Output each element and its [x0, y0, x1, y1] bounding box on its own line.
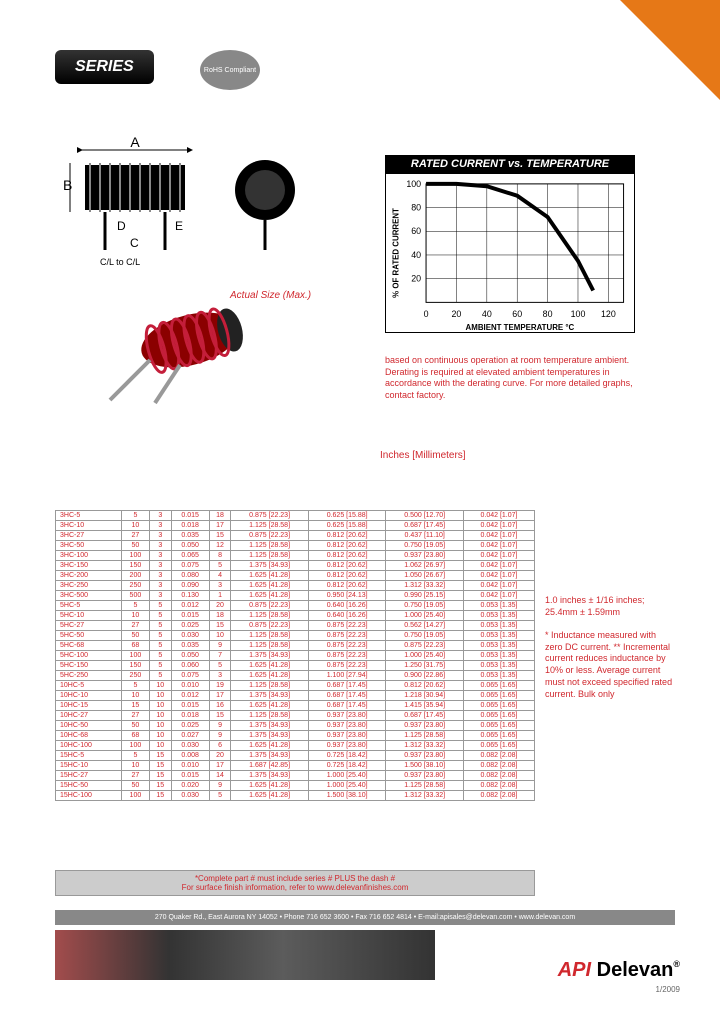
table-row: 15HC-1010150.010171.687 [42.85]0.725 [18… — [56, 761, 535, 771]
table-row: 3HC-5530.015180.875 [22.23]0.625 [15.88]… — [56, 511, 535, 521]
table-row: 5HC-10010050.05071.375 [34.93]0.875 [22.… — [56, 651, 535, 661]
svg-text:20: 20 — [411, 274, 421, 284]
logo-delevan: Delevan — [597, 959, 674, 981]
table-row: 15HC-5050150.02091.625 [41.28]1.000 [25.… — [56, 781, 535, 791]
dimension-drawing: A B D E C C/L to C/L — [55, 135, 335, 275]
svg-text:80: 80 — [411, 203, 421, 213]
table-row: 3HC-10010030.06581.125 [28.58]0.812 [20.… — [56, 551, 535, 561]
contact-bar: 270 Quaker Rd., East Aurora NY 14052 • P… — [55, 910, 675, 925]
table-row: 5HC-686850.03591.125 [28.58]0.875 [22.23… — [56, 641, 535, 651]
corner-decoration — [620, 0, 720, 100]
svg-text:60: 60 — [512, 309, 522, 319]
lead-length-in: 1.0 inches ± 1/16 inches; — [545, 595, 675, 607]
svg-text:B: B — [63, 177, 72, 193]
table-row: 15HC-2727150.015141.375 [34.93]1.000 [25… — [56, 771, 535, 781]
table-row: 10HC-100100100.03061.625 [41.28]0.937 [2… — [56, 741, 535, 751]
footer-notes: *Complete part # must include series # P… — [55, 870, 535, 896]
table-row: 3HC-272730.035150.875 [22.23]0.812 [20.6… — [56, 531, 535, 541]
table-row: 10HC-2727100.018151.125 [28.58]0.937 [23… — [56, 711, 535, 721]
units-label: Inches [Millimeters] — [380, 450, 466, 461]
table-row: 10HC-6868100.02791.375 [34.93]0.937 [23.… — [56, 731, 535, 741]
company-logo: API Delevan® — [558, 959, 680, 982]
table-row: 5HC-505050.030101.125 [28.58]0.875 [22.2… — [56, 631, 535, 641]
series-badge: SERIES — [55, 50, 154, 84]
svg-text:% OF RATED CURRENT: % OF RATED CURRENT — [391, 208, 400, 298]
table-row: 10HC-55100.010191.125 [28.58]0.687 [17.4… — [56, 681, 535, 691]
logo-r: ® — [673, 959, 680, 969]
table-row: 10HC-1010100.012171.375 [34.93]0.687 [17… — [56, 691, 535, 701]
table-row: 3HC-50050030.13011.625 [41.28]0.950 [24.… — [56, 591, 535, 601]
svg-text:0: 0 — [424, 309, 429, 319]
svg-text:40: 40 — [482, 309, 492, 319]
table-row: 3HC-505030.050121.125 [28.58]0.812 [20.6… — [56, 541, 535, 551]
table-row: 5HC-101050.015181.125 [28.58]0.640 [16.2… — [56, 611, 535, 621]
lead-length-mm: 25.4mm ± 1.59mm — [545, 607, 675, 619]
inductance-note: * Inductance measured with zero DC curre… — [545, 630, 675, 700]
table-row: 15HC-100100150.03051.625 [41.28]1.500 [3… — [56, 791, 535, 801]
table-row: 3HC-20020030.08041.625 [41.28]0.812 [20.… — [56, 571, 535, 581]
chart-note: based on continuous operation at room te… — [385, 355, 655, 402]
svg-text:C: C — [130, 236, 139, 250]
table-row: 10HC-5050100.02591.375 [34.93]0.937 [23.… — [56, 721, 535, 731]
rohs-badge: RoHS Compliant — [200, 50, 260, 90]
part-number-note: *Complete part # must include series # P… — [59, 874, 531, 883]
svg-text:C/L to C/L: C/L to C/L — [100, 257, 140, 267]
svg-text:80: 80 — [543, 309, 553, 319]
product-photo — [80, 285, 260, 405]
table-row: 5HC-272750.025150.875 [22.23]0.875 [22.2… — [56, 621, 535, 631]
table-row: 3HC-25025030.09031.625 [41.28]0.812 [20.… — [56, 581, 535, 591]
svg-text:60: 60 — [411, 226, 421, 236]
svg-text:120: 120 — [601, 309, 616, 319]
table-row: 3HC-101030.018171.125 [28.58]0.625 [15.8… — [56, 521, 535, 531]
footer-product-strip — [55, 930, 435, 980]
table-row: 10HC-1515100.015161.625 [41.28]0.687 [17… — [56, 701, 535, 711]
derating-chart: RATED CURRENT vs. TEMPERATURE 0 20 40 60 80 1… — [385, 155, 635, 345]
svg-text:D: D — [117, 219, 126, 233]
side-notes: 1.0 inches ± 1/16 inches; 25.4mm ± 1.59m… — [545, 595, 675, 700]
logo-api: API — [558, 959, 591, 981]
chart-title: RATED CURRENT vs. TEMPERATURE — [385, 155, 635, 173]
table-row: 5HC-15015050.06051.625 [41.28]0.875 [22.… — [56, 661, 535, 671]
table-row: 3HC-15015030.07551.375 [34.93]0.812 [20.… — [56, 561, 535, 571]
table-row: 5HC-5550.012200.875 [22.23]0.640 [16.26]… — [56, 601, 535, 611]
table-row: 5HC-25025050.07531.625 [41.28]1.100 [27.… — [56, 671, 535, 681]
doc-date: 1/2009 — [656, 985, 680, 994]
svg-text:20: 20 — [452, 309, 462, 319]
specs-table: 3HC-5530.015180.875 [22.23]0.625 [15.88]… — [55, 510, 535, 801]
svg-text:E: E — [175, 219, 183, 233]
svg-text:40: 40 — [411, 250, 421, 260]
finish-note: For surface finish information, refer to… — [59, 883, 531, 892]
svg-text:100: 100 — [571, 309, 586, 319]
table-row: 15HC-55150.008201.375 [34.93]0.725 [18.4… — [56, 751, 535, 761]
svg-text:100: 100 — [406, 179, 421, 189]
svg-text:A: A — [130, 135, 140, 150]
svg-text:AMBIENT TEMPERATURE °C: AMBIENT TEMPERATURE °C — [466, 323, 575, 332]
